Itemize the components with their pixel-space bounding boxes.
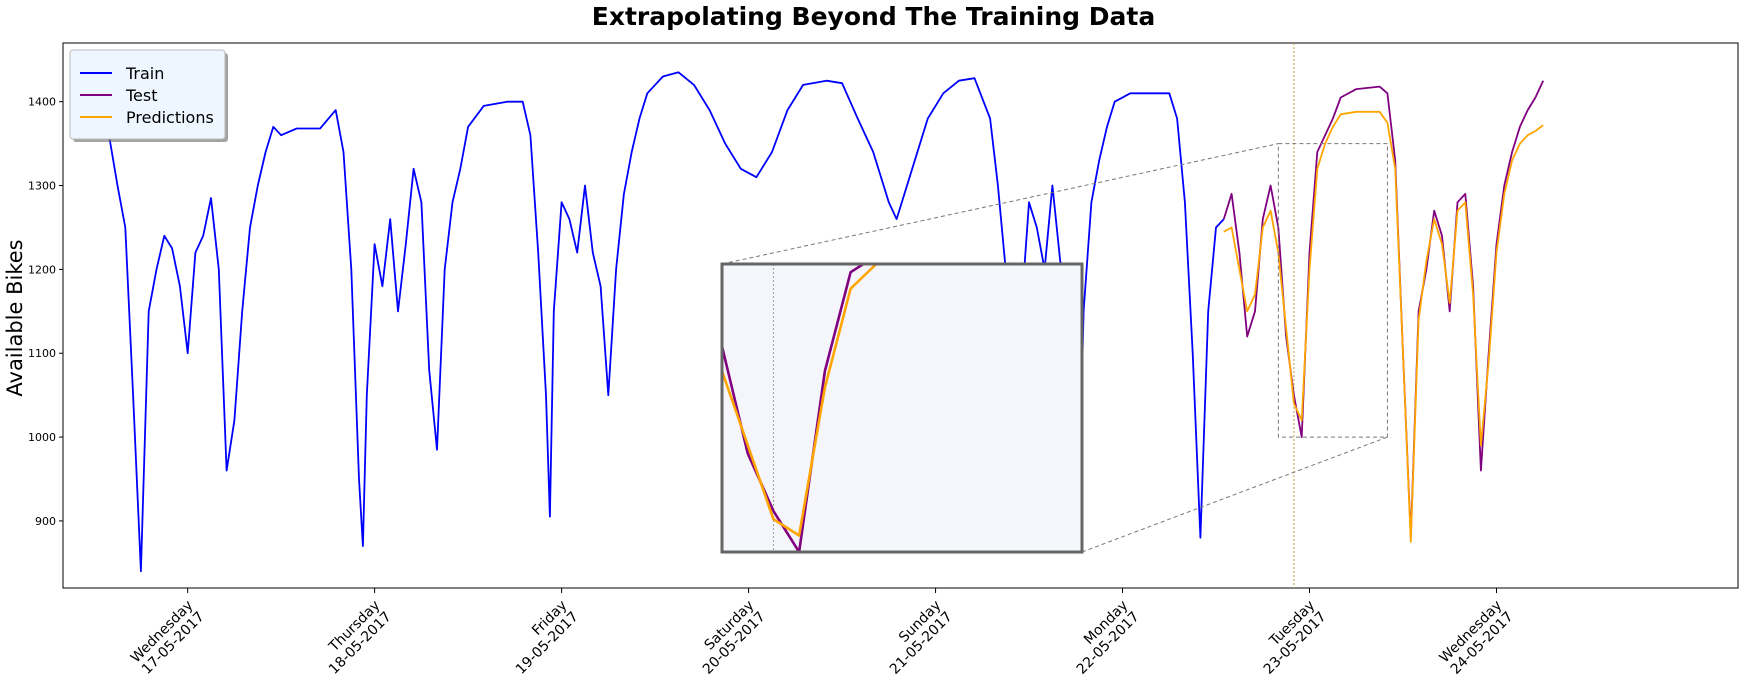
main-series-lines bbox=[108, 71, 1545, 573]
x-ticks: Wednesday17-05-2017 Thursday18-05-2017 Fri… bbox=[128, 588, 1517, 674]
x-tick-label: Friday19-05-2017 bbox=[502, 598, 582, 674]
y-tick-label: 1100 bbox=[28, 347, 56, 360]
legend: Train Test Predictions bbox=[69, 49, 228, 142]
series-line-train bbox=[108, 71, 1225, 573]
zoom-connector-line bbox=[721, 143, 1279, 265]
series-line-predictions bbox=[1223, 110, 1544, 543]
y-tick-label: 900 bbox=[35, 515, 56, 528]
y-ticks: 900 1000 1100 1200 1300 1400 bbox=[28, 96, 63, 528]
inset-frame bbox=[720, 262, 1084, 554]
legend-label-train: Train bbox=[125, 64, 164, 83]
x-tick-label: Wednesday24-05-2017 bbox=[1436, 598, 1516, 674]
y-tick-label: 1000 bbox=[28, 431, 56, 444]
x-tick-label: Tuesday23-05-2017 bbox=[1249, 598, 1329, 674]
chart-title: Extrapolating Beyond The Training Data bbox=[591, 2, 1156, 31]
x-tick-label: Sunday21-05-2017 bbox=[876, 598, 956, 674]
x-tick-label: Saturday20-05-2017 bbox=[689, 598, 769, 674]
y-tick-label: 1200 bbox=[28, 263, 56, 276]
inset-zoom-indicator bbox=[721, 143, 1388, 553]
y-tick-label: 1400 bbox=[28, 96, 56, 109]
legend-label-test: Test bbox=[125, 86, 158, 105]
y-tick-label: 1300 bbox=[28, 180, 56, 193]
x-tick-label: Monday22-05-2017 bbox=[1063, 598, 1143, 674]
x-tick-label: Thursday18-05-2017 bbox=[315, 598, 395, 674]
inset-background bbox=[722, 264, 1082, 552]
zoom-connector-line bbox=[1081, 436, 1388, 553]
inset-zoom-chart bbox=[720, 262, 1084, 554]
zoom-region-box bbox=[1277, 143, 1388, 438]
x-tick-label: Wednesday17-05-2017 bbox=[128, 598, 208, 674]
legend-label-predictions: Predictions bbox=[126, 108, 214, 127]
